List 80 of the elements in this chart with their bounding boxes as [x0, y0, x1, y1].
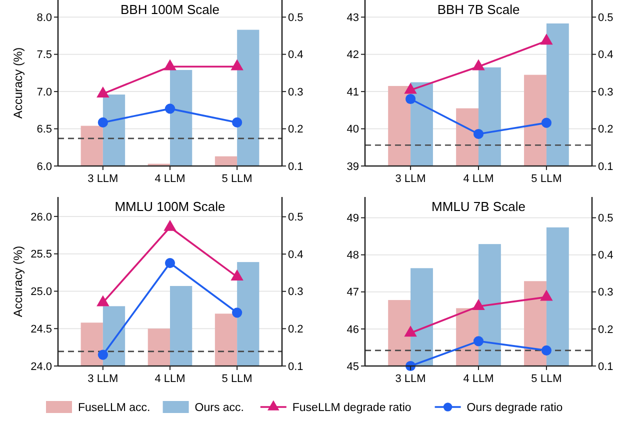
point	[540, 34, 553, 45]
y-tick-label: 49	[346, 212, 359, 225]
point	[96, 86, 110, 98]
point	[472, 59, 485, 70]
point	[164, 104, 176, 114]
y-tick-label: 48	[346, 250, 359, 262]
y-tick-label: 24.5	[30, 323, 52, 336]
x-tick-label: 3 LLM	[395, 373, 426, 385]
y-axis-title: Accuracy (%)	[11, 47, 25, 119]
chart-title: MMLU 100M Scale	[114, 199, 226, 214]
y2-tick-label: 0.4	[598, 49, 614, 62]
legend-label: FuseLLM acc.	[78, 402, 150, 414]
y2-tick-label: 0.3	[598, 86, 614, 98]
x-tick-label: 4 LLM	[154, 373, 186, 385]
chart-title: BBH 7B Scale	[437, 2, 520, 17]
y-tick-label: 7.0	[36, 86, 52, 98]
y-tick-label: 41	[346, 86, 359, 98]
y-tick-label: 40	[346, 124, 359, 136]
y-axis-title: Accuracy (%)	[11, 246, 25, 318]
y2-tick-label: 0.1	[288, 360, 304, 373]
x-tick-label: 5 LLM	[531, 173, 562, 185]
x-tick-label: 4 LLM	[463, 373, 494, 385]
y2-tick-label: 0.4	[288, 49, 304, 62]
point	[98, 117, 108, 128]
y-tick-label: 6.0	[36, 160, 52, 173]
x-tick-label: 4 LLM	[154, 173, 186, 185]
y2-tick-label: 0.2	[598, 124, 614, 136]
legend-label: Ours acc.	[194, 402, 244, 414]
y2-tick-label: 0.2	[288, 124, 304, 136]
point	[230, 269, 244, 281]
y-tick-label: 26.0	[30, 211, 52, 224]
y2-tick-label: 0.2	[598, 324, 614, 336]
y-tick-label: 24.0	[30, 360, 52, 373]
point	[164, 258, 176, 268]
y-tick-label: 47	[346, 286, 359, 299]
point	[164, 59, 176, 70]
y-tick-label: 8.0	[36, 12, 52, 24]
point	[232, 308, 242, 318]
y-tick-label: 25.0	[30, 286, 52, 298]
point	[230, 59, 244, 70]
y2-tick-label: 0.4	[288, 248, 304, 261]
x-tick-label: 3 LLM	[88, 173, 118, 185]
x-tick-label: 5 LLM	[531, 373, 562, 385]
y-tick-label: 46	[346, 324, 359, 336]
x-tick-label: 5 LLM	[222, 173, 252, 185]
y2-tick-label: 0.5	[288, 212, 304, 224]
point	[164, 220, 176, 231]
y2-tick-label: 0.3	[288, 286, 304, 298]
point	[96, 295, 110, 306]
chart-title: MMLU 7B Scale	[432, 199, 526, 214]
y2-tick-label: 0.1	[598, 160, 614, 173]
chart-title: BBH 100M Scale	[120, 2, 220, 17]
y-tick-label: 25.5	[30, 248, 52, 261]
x-tick-label: 3 LLM	[88, 373, 118, 385]
y-tick-label: 43	[346, 12, 359, 24]
point	[232, 117, 242, 128]
y2-tick-label: 0.5	[598, 212, 614, 225]
y2-tick-label: 0.3	[288, 86, 304, 98]
y2-tick-label: 0.4	[598, 250, 614, 262]
y-tick-label: 42	[346, 49, 359, 62]
y2-tick-label: 0.1	[288, 160, 304, 173]
y-tick-label: 39	[346, 160, 359, 173]
point	[473, 128, 484, 140]
y2-tick-label: 0.5	[598, 12, 614, 24]
legend-label: FuseLLM degrade ratio	[292, 402, 412, 414]
y-tick-label: 45	[346, 360, 359, 373]
y-tick-label: 6.5	[36, 124, 52, 136]
point	[404, 82, 417, 94]
x-tick-label: 5 LLM	[222, 373, 252, 385]
point	[98, 350, 108, 360]
x-tick-label: 3 LLM	[395, 173, 426, 185]
y2-tick-label: 0.1	[598, 360, 614, 373]
point	[541, 118, 552, 128]
y-tick-label: 7.5	[36, 49, 52, 62]
y2-tick-label: 0.3	[598, 286, 614, 299]
legend-label: Ours degrade ratio	[466, 402, 563, 414]
x-tick-label: 4 LLM	[463, 173, 494, 185]
y2-tick-label: 0.5	[288, 12, 304, 24]
y2-tick-label: 0.2	[288, 324, 304, 336]
point	[405, 94, 416, 104]
